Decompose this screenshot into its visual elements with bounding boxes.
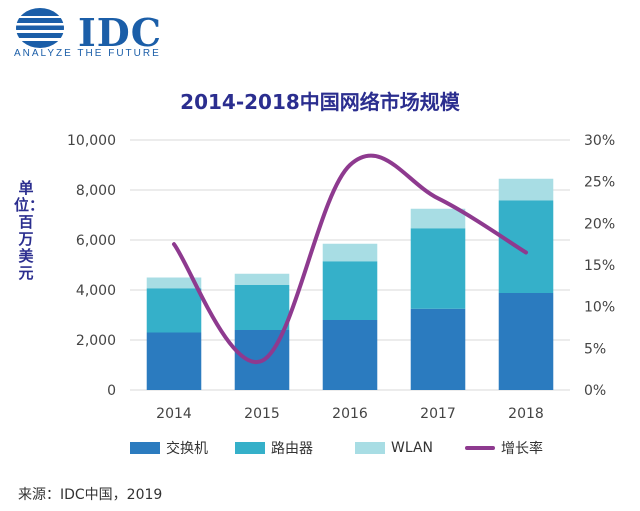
legend-item-wlan: WLAN	[355, 438, 433, 458]
bar-router	[322, 261, 378, 320]
bar-switch	[146, 332, 202, 390]
legend-swatch-router	[235, 442, 265, 454]
y-tick-label: 10,000	[67, 133, 116, 149]
x-tick-label: 2014	[156, 406, 192, 422]
x-tick-label: 2018	[508, 406, 544, 422]
x-tick-label: 2017	[420, 406, 456, 422]
y2-tick-label: 30%	[584, 133, 615, 149]
bar-router	[410, 228, 466, 309]
bar-wlan	[410, 208, 466, 229]
legend-label-router: 路由器	[271, 441, 313, 457]
legend-item-growth: 增长率	[465, 438, 543, 458]
bar-wlan	[146, 277, 202, 289]
x-tick-label: 2016	[332, 406, 368, 422]
bar-router	[234, 285, 290, 330]
bar-wlan	[234, 273, 290, 285]
logo-text: IDC	[78, 10, 162, 55]
y2-tick-label: 25%	[584, 175, 615, 191]
y2-tick-label: 20%	[584, 216, 615, 232]
idc-logo: IDC ANALYZE THE FUTURE	[14, 6, 234, 62]
y-tick-label: 6,000	[76, 233, 116, 249]
y-tick-label: 8,000	[76, 183, 116, 199]
legend-swatch-switch	[130, 442, 160, 454]
globe-icon	[16, 8, 64, 48]
y-axis-label: 单位：百万美元	[14, 179, 45, 282]
legend-swatch-wlan	[355, 442, 385, 454]
y2-tick-label: 15%	[584, 258, 615, 274]
legend-swatch-growth	[465, 446, 495, 450]
legend-item-switch: 交换机	[130, 438, 208, 458]
growth-rate-line	[172, 153, 528, 365]
bar-switch	[498, 293, 554, 390]
bar-switch	[322, 320, 378, 390]
y-tick-label: 2,000	[76, 333, 116, 349]
y2-tick-label: 5%	[584, 341, 606, 357]
legend: 交换机 路由器 WLAN 增长率	[130, 438, 600, 460]
legend-label-switch: 交换机	[166, 441, 208, 457]
bar-wlan	[322, 243, 378, 262]
source-note: 来源：IDC中国，2019	[18, 487, 163, 503]
logo-tagline: ANALYZE THE FUTURE	[14, 48, 161, 59]
bar-switch	[410, 308, 466, 390]
bar-wlan	[498, 178, 554, 201]
bar-router	[146, 288, 202, 333]
y-tick-label: 0	[107, 383, 116, 399]
y2-tick-label: 10%	[584, 300, 615, 316]
y-tick-label: 4,000	[76, 283, 116, 299]
y2-tick-label: 0%	[584, 383, 606, 399]
x-tick-label: 2015	[244, 406, 280, 422]
legend-label-growth: 增长率	[501, 441, 543, 457]
bar-router	[498, 200, 554, 293]
legend-item-router: 路由器	[235, 438, 313, 458]
legend-label-wlan: WLAN	[391, 440, 434, 456]
chart-title: 2014-2018中国网络市场规模	[180, 90, 460, 114]
